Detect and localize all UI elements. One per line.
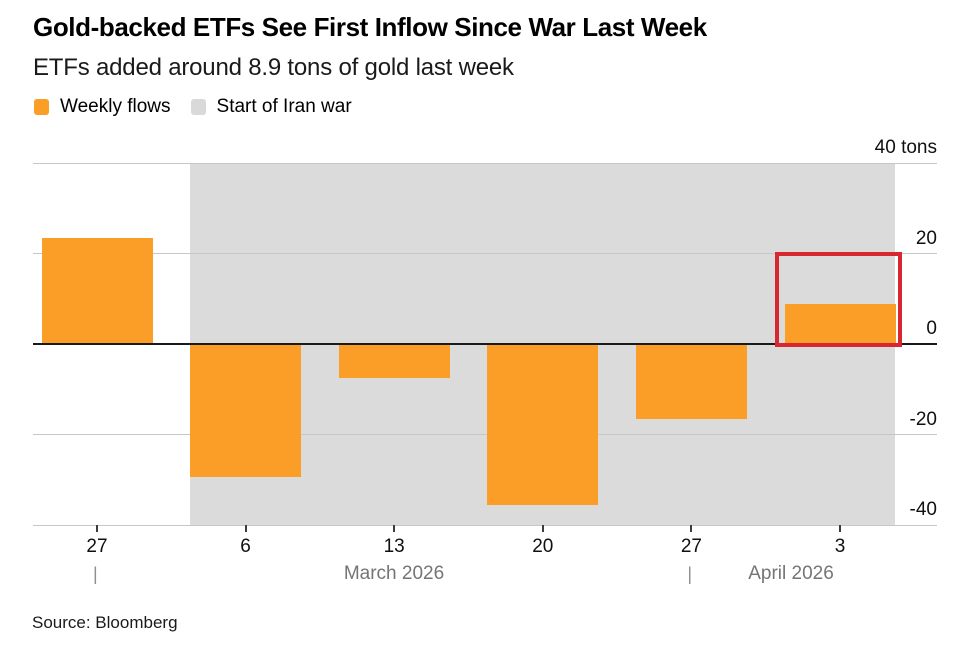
month-separator: | [93, 564, 98, 584]
month-label: March 2026 [343, 563, 445, 584]
y-axis-label: -20 [909, 408, 937, 430]
highlight-box [774, 252, 902, 347]
grid-line [33, 253, 937, 254]
x-tick-label: 13 [383, 536, 405, 557]
x-tick-label: 27 [86, 536, 108, 557]
x-tick-mark [96, 525, 98, 532]
grid-line [33, 524, 937, 526]
grid-line [33, 434, 937, 435]
y-axis-label: 40 tons [874, 137, 937, 158]
y-axis-label: 0 [926, 318, 937, 339]
weekly-flows-swatch-icon [34, 99, 49, 115]
grid-line [33, 162, 937, 164]
bar-mar-13 [338, 344, 450, 378]
source-label: Source: Bloomberg [32, 613, 178, 632]
legend: Weekly flows Start of Iran war [34, 96, 352, 118]
bar-mar-27 [635, 344, 747, 419]
y-axis-label: -40 [909, 499, 937, 520]
legend-label: Weekly flows [60, 96, 171, 117]
chart-subtitle: ETFs added around 8.9 tons of gold last … [33, 54, 514, 81]
chart-title: Gold-backed ETFs See First Inflow Since … [33, 12, 707, 42]
legend-label: Start of Iran war [216, 96, 352, 117]
iran-war-swatch-icon [190, 99, 206, 115]
bar-mar-6 [190, 344, 302, 478]
bar-mar-20 [487, 344, 599, 505]
bar-apr-3 [784, 303, 896, 344]
x-tick-mark [393, 525, 396, 532]
x-tick-label: 6 [240, 536, 251, 557]
y-axis-label: 20 [915, 227, 937, 249]
zero-line [33, 343, 937, 345]
legend-item-weekly-flows: Weekly flows [34, 96, 171, 118]
x-tick-mark [541, 525, 544, 532]
month-separator: | [687, 564, 693, 584]
month-label: April 2026 [748, 563, 834, 584]
x-tick-mark [244, 525, 247, 532]
x-tick-label: 27 [680, 536, 702, 557]
x-tick-mark [839, 525, 841, 532]
x-tick-label: 20 [532, 536, 554, 557]
bar-feb-27 [41, 237, 153, 344]
legend-item-iran-war: Start of Iran war [190, 96, 352, 118]
x-tick-label: 3 [834, 536, 846, 557]
x-tick-mark [690, 525, 693, 532]
